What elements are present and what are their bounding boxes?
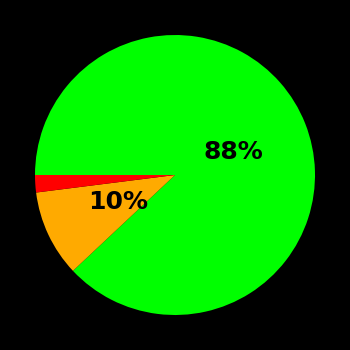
Wedge shape <box>35 35 315 315</box>
Wedge shape <box>35 175 175 192</box>
Wedge shape <box>36 175 175 271</box>
Text: 10%: 10% <box>88 190 148 214</box>
Text: 88%: 88% <box>204 140 264 164</box>
